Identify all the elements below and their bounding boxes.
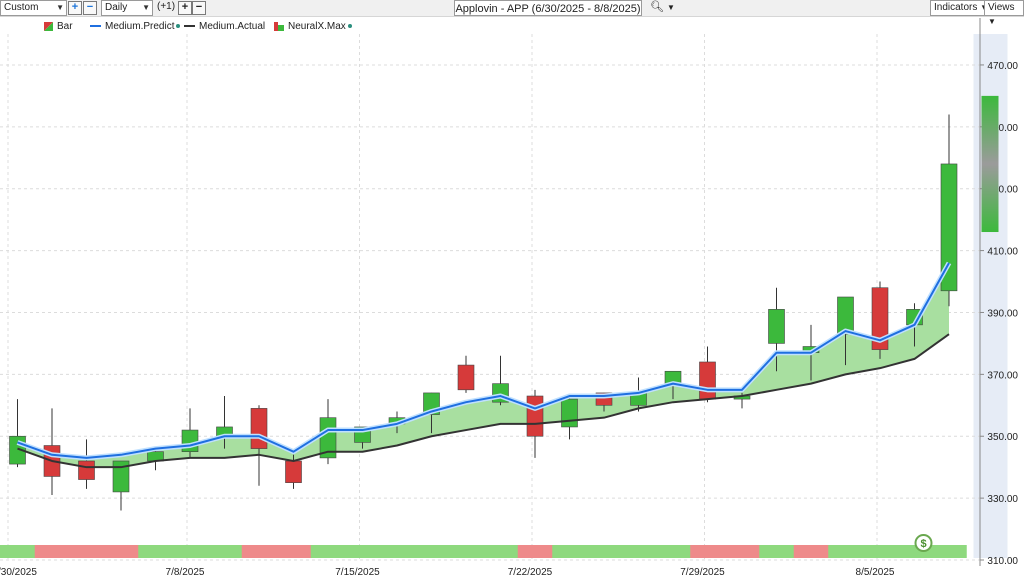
- x-tick-label: /30/2025: [0, 567, 37, 578]
- candle-body: [285, 460, 302, 483]
- legend-item-bar[interactable]: Bar: [44, 21, 73, 32]
- signal-strip-segment: [655, 545, 691, 558]
- signal-strip-segment: [517, 545, 553, 558]
- forecast-range-bar: [981, 95, 999, 233]
- signal-strip-segment: [483, 545, 519, 558]
- y-tick-label: 470.00: [987, 61, 1018, 72]
- signal-strip-segment: [621, 545, 657, 558]
- candle-body: [561, 398, 578, 428]
- minus-icon: −: [195, 1, 203, 13]
- search-icon: 🔍︎: [650, 1, 664, 13]
- predict-line: [17, 262, 950, 459]
- views-label: Views: [988, 2, 1015, 13]
- legend-item-medium-actual[interactable]: Medium.Actual: [184, 21, 265, 32]
- bar-legend-icon: [44, 21, 53, 31]
- candle-body: [837, 296, 854, 335]
- signal-strip-segment: [310, 545, 346, 558]
- y-tick-label: 450.00: [987, 123, 1018, 134]
- chart-title: Applovin - APP (6/30/2025 - 8/8/2025): [455, 3, 641, 15]
- zoom-in-button[interactable]: +: [68, 1, 82, 15]
- signal-strip-segment: [448, 545, 484, 558]
- dot-icon: [176, 24, 181, 29]
- candle-body: [699, 361, 716, 400]
- signal-strip-segment: [138, 545, 174, 558]
- y-tick-label: 410.00: [987, 247, 1018, 258]
- candle-body: [940, 163, 958, 292]
- offset-decrease-button[interactable]: −: [192, 1, 206, 15]
- legend-label: Medium.Actual: [199, 21, 266, 32]
- period-select-value: Daily: [105, 2, 128, 13]
- y-tick-label: 310.00: [987, 556, 1018, 567]
- plus-icon: +: [181, 1, 189, 13]
- candle-body: [250, 408, 268, 449]
- period-select[interactable]: Daily ▼: [101, 0, 153, 16]
- y-tick-label: 390.00: [987, 308, 1018, 319]
- y-tick-label: 350.00: [987, 432, 1018, 443]
- candle-body: [112, 460, 130, 493]
- signal-strip-segment: [552, 545, 588, 558]
- signal-strip-segment: [414, 545, 450, 558]
- symbol-title-box[interactable]: Applovin - APP (6/30/2025 - 8/8/2025): [454, 0, 642, 16]
- signal-strip-segment: [379, 545, 415, 558]
- legend-item-neuralx-max[interactable]: NeuralX.Max: [274, 21, 352, 32]
- y-tick-label: 330.00: [987, 494, 1018, 505]
- neuralx-legend-icon: [274, 21, 284, 31]
- candle-body: [78, 460, 95, 480]
- y-tick-label: 430.00: [987, 185, 1018, 196]
- signal-strip-segment: [69, 545, 105, 558]
- line-legend-icon: [90, 25, 101, 28]
- plus-icon: +: [71, 1, 79, 13]
- chevron-down-icon: ▼: [988, 17, 996, 26]
- offset-label: (+1): [157, 1, 176, 12]
- candle-body: [871, 287, 889, 350]
- chevron-down-icon: ▼: [56, 3, 64, 12]
- x-tick-label: 7/8/2025: [166, 567, 205, 578]
- legend-item-medium-predict[interactable]: Medium.Predict: [90, 21, 181, 32]
- signal-strip-segment: [931, 545, 967, 558]
- actual-line: [17, 333, 950, 469]
- dollar-circle-icon: [914, 534, 933, 552]
- legend-label: Medium.Predict: [105, 21, 175, 32]
- signal-strip-segment: [0, 545, 36, 558]
- signal-strip-segment: [207, 545, 243, 558]
- template-select[interactable]: Custom ▼: [0, 0, 67, 16]
- minus-icon: −: [86, 1, 94, 13]
- x-tick-label: 7/29/2025: [680, 567, 725, 578]
- signal-strip-segment: [862, 545, 898, 558]
- x-tick-label: 7/15/2025: [335, 567, 380, 578]
- x-tick-label: 8/5/2025: [856, 567, 895, 578]
- signal-strip-segment: [34, 545, 70, 558]
- chevron-down-icon: ▼: [142, 3, 150, 12]
- dot-icon: [347, 24, 352, 29]
- views-button[interactable]: Views ▼: [984, 0, 1024, 26]
- signal-strip-segment: [793, 545, 829, 558]
- signal-strip-segment: [586, 545, 622, 558]
- signal-strip-segment: [276, 545, 312, 558]
- legend-label: Bar: [57, 21, 73, 32]
- candle-body: [457, 364, 475, 391]
- signal-strip-segment: [345, 545, 381, 558]
- legend-label: NeuralX.Max: [288, 21, 346, 32]
- dollar-icon-glyph: $: [920, 538, 926, 550]
- signal-strip-segment: [241, 545, 277, 558]
- y-tick-label: 370.00: [987, 370, 1018, 381]
- template-select-value: Custom: [4, 2, 39, 13]
- signal-strip-segment: [828, 545, 864, 558]
- search-button[interactable]: 🔍︎ ▼: [650, 0, 675, 13]
- signal-strip-segment: [759, 545, 795, 558]
- signal-strip-segment: [724, 545, 760, 558]
- candle-body: [526, 395, 544, 437]
- indicators-label: Indicators: [934, 2, 978, 13]
- zoom-out-button[interactable]: −: [83, 1, 97, 15]
- signal-strip-segment: [103, 545, 139, 558]
- toolbar: Custom ▼ + − Daily ▼ (+1) + − Applovin -…: [0, 0, 1024, 26]
- candle-body: [768, 309, 785, 344]
- chevron-down-icon: ▼: [667, 3, 675, 12]
- signal-strip-segment: [172, 545, 208, 558]
- x-tick-label: 7/22/2025: [508, 567, 553, 578]
- offset-increase-button[interactable]: +: [178, 1, 192, 15]
- line-legend-icon: [184, 25, 195, 28]
- signal-strip-segment: [690, 545, 726, 558]
